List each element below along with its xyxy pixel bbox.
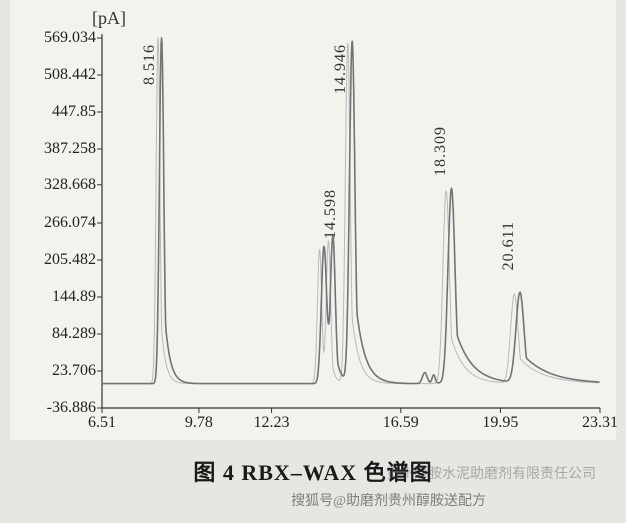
y-tick-label: 387.258 xyxy=(16,140,96,158)
peak-rt-label: 8.516 xyxy=(141,44,159,85)
y-tick-label: 84.289 xyxy=(16,325,96,343)
watermark-company: 贵州醇胺水泥助磨剂有限责任公司 xyxy=(386,463,596,483)
y-tick-label: 23.706 xyxy=(16,362,96,380)
peak-rt-label: 18.309 xyxy=(432,126,450,176)
x-tick-label: 9.78 xyxy=(185,414,213,432)
y-tick-label: -36.886 xyxy=(16,399,96,417)
y-tick-label: 447.85 xyxy=(16,103,96,121)
chart-container: [pA] -36.886 23.706 84.289 144.89 205.482 266… xyxy=(10,0,616,440)
y-tick-label: 144.89 xyxy=(16,288,96,306)
y-tick-label: 205.482 xyxy=(16,251,96,269)
peak-rt-label: 14.598 xyxy=(322,189,340,239)
y-tick-label: 266.074 xyxy=(16,214,96,232)
y-tick-label: 508.442 xyxy=(16,66,96,84)
x-tick-label: 23.31 xyxy=(582,414,618,432)
y-axis-unit: [pA] xyxy=(92,8,126,29)
x-tick-label: 12.23 xyxy=(254,414,290,432)
x-tick-label: 6.51 xyxy=(88,414,116,432)
peak-rt-label: 14.946 xyxy=(332,44,350,94)
x-tick-label: 16.59 xyxy=(383,414,419,432)
peak-rt-label: 20.611 xyxy=(500,221,518,270)
chromatogram-plot xyxy=(10,0,616,440)
y-tick-label: 328.668 xyxy=(16,176,96,194)
y-tick-label: 569.034 xyxy=(16,29,96,47)
watermark-handle: 搜狐号@助磨剂贵州醇胺送配方 xyxy=(291,490,486,510)
x-tick-label: 19.95 xyxy=(482,414,518,432)
